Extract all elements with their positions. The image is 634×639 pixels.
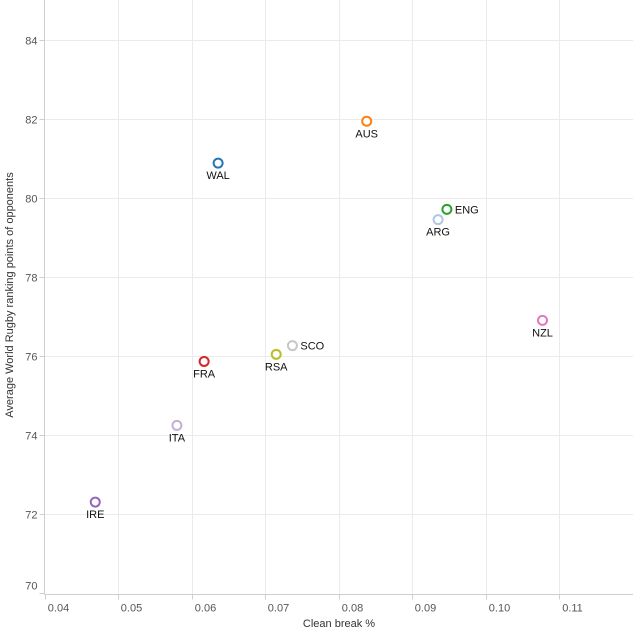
data-label-ire: IRE bbox=[86, 509, 104, 521]
y-tick-label: 72 bbox=[25, 510, 37, 522]
data-label-arg: ARG bbox=[426, 227, 450, 239]
x-tick-label: 0.10 bbox=[489, 603, 510, 615]
y-tick-label: 82 bbox=[25, 115, 37, 127]
y-axis-label: Average World Rugby ranking points of op… bbox=[4, 172, 16, 418]
data-point-arg bbox=[432, 214, 444, 226]
x-axis-label: Clean break % bbox=[303, 618, 375, 630]
data-label-ita: ITA bbox=[169, 432, 186, 444]
x-tick-label: 0.05 bbox=[121, 603, 142, 615]
y-tick-label: 78 bbox=[25, 273, 37, 285]
data-point-rsa bbox=[270, 348, 282, 360]
data-label-nzl: NZL bbox=[532, 327, 553, 339]
x-tick-label: 0.04 bbox=[48, 603, 69, 615]
x-tick-label: 0.06 bbox=[195, 603, 216, 615]
data-point-sco bbox=[286, 340, 298, 352]
y-tick-label: 70 bbox=[25, 581, 37, 593]
x-tick-label: 0.08 bbox=[342, 603, 363, 615]
data-point-eng bbox=[441, 203, 453, 215]
y-tick-label: 76 bbox=[25, 352, 37, 364]
data-label-fra: FRA bbox=[193, 368, 216, 380]
axes: 0.04 0.05 0.06 0.07 0.08 0.09 0.10 0.11 70 72 74 76… bbox=[25, 0, 633, 615]
x-tick-label: 0.09 bbox=[415, 603, 436, 615]
data-point-nzl bbox=[537, 314, 549, 326]
data-label-aus: AUS bbox=[355, 128, 378, 140]
data-point-fra bbox=[198, 355, 210, 367]
points: WAL AUS ENG ARG NZL SCO RSA FRA ITA IRE bbox=[86, 115, 553, 521]
x-tick-label: 0.07 bbox=[268, 603, 289, 615]
y-tick-label: 84 bbox=[25, 36, 37, 48]
data-point-ire bbox=[89, 496, 101, 508]
data-point-ita bbox=[171, 419, 183, 431]
data-label-sco: SCO bbox=[300, 341, 324, 353]
grid bbox=[44, 0, 633, 595]
y-tick-label: 74 bbox=[25, 431, 37, 443]
x-tick-label: 0.11 bbox=[562, 603, 583, 615]
data-point-aus bbox=[361, 115, 373, 127]
data-label-wal: WAL bbox=[206, 170, 229, 182]
data-point-wal bbox=[212, 157, 224, 169]
data-label-rsa: RSA bbox=[265, 361, 288, 373]
y-tick-label: 80 bbox=[25, 194, 37, 206]
data-label-eng: ENG bbox=[455, 204, 479, 216]
